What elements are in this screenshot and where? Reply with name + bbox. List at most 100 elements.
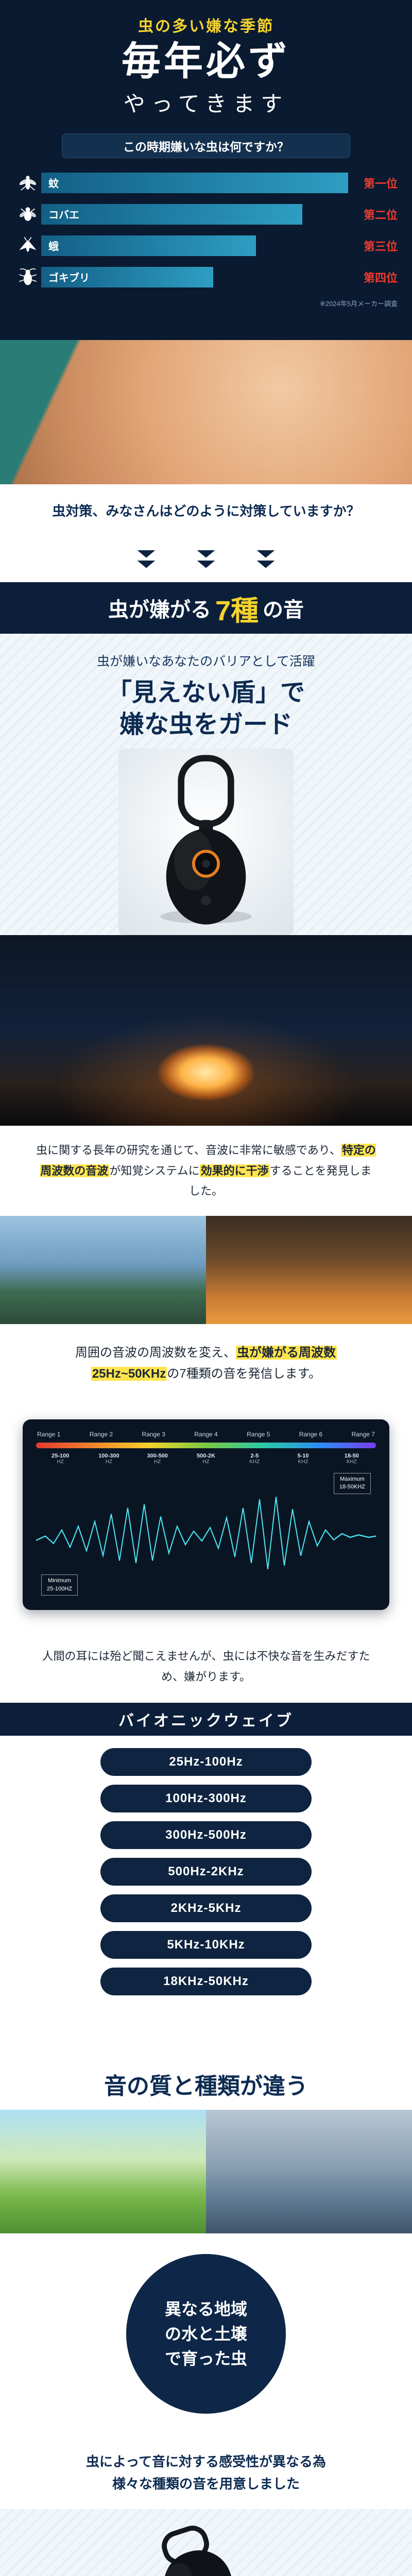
- research-mid: が知覚システムに: [109, 1164, 200, 1177]
- lead-highlight-2: 25Hz~50KHz: [91, 1366, 167, 1381]
- rank-label: 第一位: [363, 177, 398, 190]
- range-label: Range 6: [299, 1431, 323, 1438]
- bar-track: コバエ: [41, 204, 348, 225]
- frequency-panel-section: Range 1 Range 2 Range 3 Range 4 Range 5 …: [0, 1399, 412, 1631]
- frequency-lead-line2: 25Hz~50KHzの7種類の音を発信します。: [91, 1363, 321, 1381]
- intro-caption-section: 虫対策、みなさんはどのように対策していますか？: [0, 484, 412, 536]
- range-label: Range 1: [37, 1431, 61, 1438]
- research-pre: 虫に関する長年の研究を通じて、音波に非常に敏感であり、: [36, 1144, 341, 1157]
- photo-pair-regions: [0, 2110, 412, 2233]
- frequency-pill: 300Hz-500Hz: [100, 1821, 312, 1849]
- shield-line2: 嫌な虫をガード: [119, 711, 293, 739]
- glowing-device-section: MOSQUITO REPELLENT: [0, 2509, 412, 2576]
- fly-icon: [14, 203, 41, 226]
- band-label: 100-300 HZ: [98, 1453, 119, 1465]
- carabiner-clip: [178, 755, 234, 827]
- waveform-area: Maximum 18-50KHZ Minimum 25-100HZ: [36, 1470, 376, 1599]
- seven-sounds-heading: 虫が嫌がる 7種 の音: [0, 582, 412, 634]
- frequency-pill: 18KHz-50KHz: [100, 1968, 312, 1995]
- frequency-pill: 500Hz-2KHz: [100, 1858, 312, 1886]
- hero-subtitle: やってきます: [123, 91, 289, 116]
- survey-question: この時期嫌いな虫は何ですか？: [62, 133, 350, 158]
- hero-section: 虫の多い嫌な季節 毎年必ず やってきます この時期嫌いな虫は何ですか？ 蚊 第一…: [0, 0, 412, 340]
- bar-moth: 蛾: [41, 235, 256, 256]
- range-label: Range 2: [89, 1431, 113, 1438]
- research-highlight-2: 効果的に干渉: [199, 1164, 270, 1177]
- region-text-line1: 虫によって音に対する感受性が異なる為: [86, 2453, 326, 2469]
- survey-row-mosquito: 蚊 第一位: [14, 171, 398, 195]
- heading-post: の音: [263, 599, 304, 621]
- bionic-wave-title: バイオニックウェイブ: [0, 1703, 412, 1736]
- rank-label: 第二位: [363, 208, 398, 222]
- photo-pair-nature: [0, 1216, 412, 1324]
- band-label: 5-10 KHZ: [297, 1453, 309, 1465]
- mosquito-icon: [14, 172, 41, 194]
- maximum-label: Maximum: [340, 1476, 365, 1482]
- lead-highlight-1: 虫が嫌がる周波数: [236, 1345, 337, 1360]
- rank-label: 第三位: [363, 240, 398, 253]
- range-label: Range 7: [351, 1431, 375, 1438]
- photo-burning-wood: [206, 1216, 412, 1324]
- bar-mosquito: 蚊: [41, 172, 348, 193]
- circle-line1: 異なる地域: [164, 2300, 247, 2318]
- chevron-down-icon: [256, 548, 275, 571]
- photo-city-bridge: [206, 2110, 412, 2233]
- bionic-wave-section: バイオニックウェイブ 25Hz-100Hz 100Hz-300Hz 300Hz-…: [0, 1703, 412, 2058]
- device-led: [201, 895, 211, 906]
- region-circle-section: 異なる地域 の水と土壌 で育った虫: [0, 2233, 412, 2434]
- photo-campfire-night: [0, 935, 412, 1126]
- frequency-pill-list: 25Hz-100Hz 100Hz-300Hz 300Hz-500Hz 500Hz…: [0, 1736, 412, 1995]
- research-paragraph: 虫に関する長年の研究を通じて、音波に非常に敏感であり、特定の周波数の音波が知覚シ…: [35, 1140, 377, 1201]
- spectrum-gradient-bar: [36, 1443, 376, 1448]
- band-label: 25-100 HZ: [52, 1453, 70, 1465]
- range-label: Range 4: [194, 1431, 218, 1438]
- photo-grass-field: [0, 2110, 206, 2233]
- ear-paragraph: 人間の耳には殆ど聞こえませんが、虫には不快な音を生みだすため、嫌がります。: [42, 1650, 370, 1683]
- range-labels: Range 1 Range 2 Range 3 Range 4 Range 5 …: [36, 1431, 376, 1438]
- survey-bar-chart: 蚊 第一位 コバエ 第二位 蛾: [14, 163, 398, 289]
- insect-name: 蚊: [48, 178, 59, 190]
- survey-footnote: ※2024年5月メーカー調査: [319, 299, 398, 308]
- circle-line2: の水と土壌: [164, 2325, 247, 2343]
- bar-track: 蚊: [41, 172, 348, 193]
- shield-line1: 「見えない盾」で: [107, 679, 305, 706]
- insect-name: 蛾: [48, 241, 59, 253]
- photo-mountain-trek: [0, 1216, 206, 1324]
- insect-name: ゴキブリ: [48, 273, 90, 284]
- minimum-value: 25-100HZ: [47, 1585, 72, 1592]
- glowing-device-illustration: MOSQUITO REPELLENT: [162, 2525, 248, 2576]
- shield-subtitle: 虫が嫌いなあなたのバリアとして活躍: [97, 654, 315, 669]
- lead-pre: 周囲の音波の周波数を変え、: [75, 1345, 236, 1360]
- band-label: 18-50 KHZ: [344, 1453, 359, 1465]
- minimum-label: Minimum: [48, 1578, 71, 1584]
- band-label: 2-5 KHZ: [249, 1453, 260, 1465]
- region-circle: 異なる地域 の水と土壌 で育った虫: [126, 2254, 286, 2414]
- bar-fly: コバエ: [41, 204, 302, 225]
- bar-track: ゴキブリ: [41, 266, 348, 287]
- range-label: Range 3: [142, 1431, 165, 1438]
- frequency-lead-section: 周囲の音波の周波数を変え、虫が嫌がる周波数 25Hz~50KHzの7種類の音を発…: [0, 1324, 412, 1399]
- sound-quality-heading: 音の質と種類が違う: [104, 2074, 308, 2099]
- photo-arm-scratch: [0, 340, 412, 484]
- frequency-pill: 100Hz-300Hz: [100, 1785, 312, 1812]
- survey-row-fly: コバエ 第二位: [14, 202, 398, 226]
- hero-badge: 虫の多い嫌な季節: [138, 18, 274, 35]
- rank-label: 第四位: [363, 271, 398, 284]
- survey-row-cockroach: ゴキブリ 第四位: [14, 265, 398, 289]
- waveform-graph: [36, 1497, 376, 1570]
- band-label: 300-500 HZ: [147, 1453, 168, 1465]
- cockroach-icon: [14, 266, 41, 289]
- frequency-lead-line1: 周囲の音波の周波数を変え、虫が嫌がる周波数: [75, 1342, 337, 1360]
- frequency-panel: Range 1 Range 2 Range 3 Range 4 Range 5 …: [23, 1419, 389, 1610]
- frequency-pill: 2KHz-5KHz: [100, 1894, 312, 1922]
- frequency-pill: 5KHz-10KHz: [100, 1931, 312, 1959]
- ear-text-section: 人間の耳には殆ど聞こえませんが、虫には不快な音を生みだすため、嫌がります。: [0, 1631, 412, 1703]
- chevron-down-icon: [197, 548, 215, 571]
- insect-name: コバエ: [48, 210, 79, 222]
- lead-post: の7種類の音を発信します。: [167, 1366, 321, 1381]
- heading-number: 7種: [215, 595, 259, 626]
- shield-title: 「見えない盾」で 嫌な虫をガード: [107, 677, 305, 741]
- minimum-tag: Minimum 25-100HZ: [41, 1574, 78, 1596]
- intro-caption: 虫対策、みなさんはどのように対策していますか？: [52, 503, 360, 519]
- chevron-down-icon: [137, 548, 156, 571]
